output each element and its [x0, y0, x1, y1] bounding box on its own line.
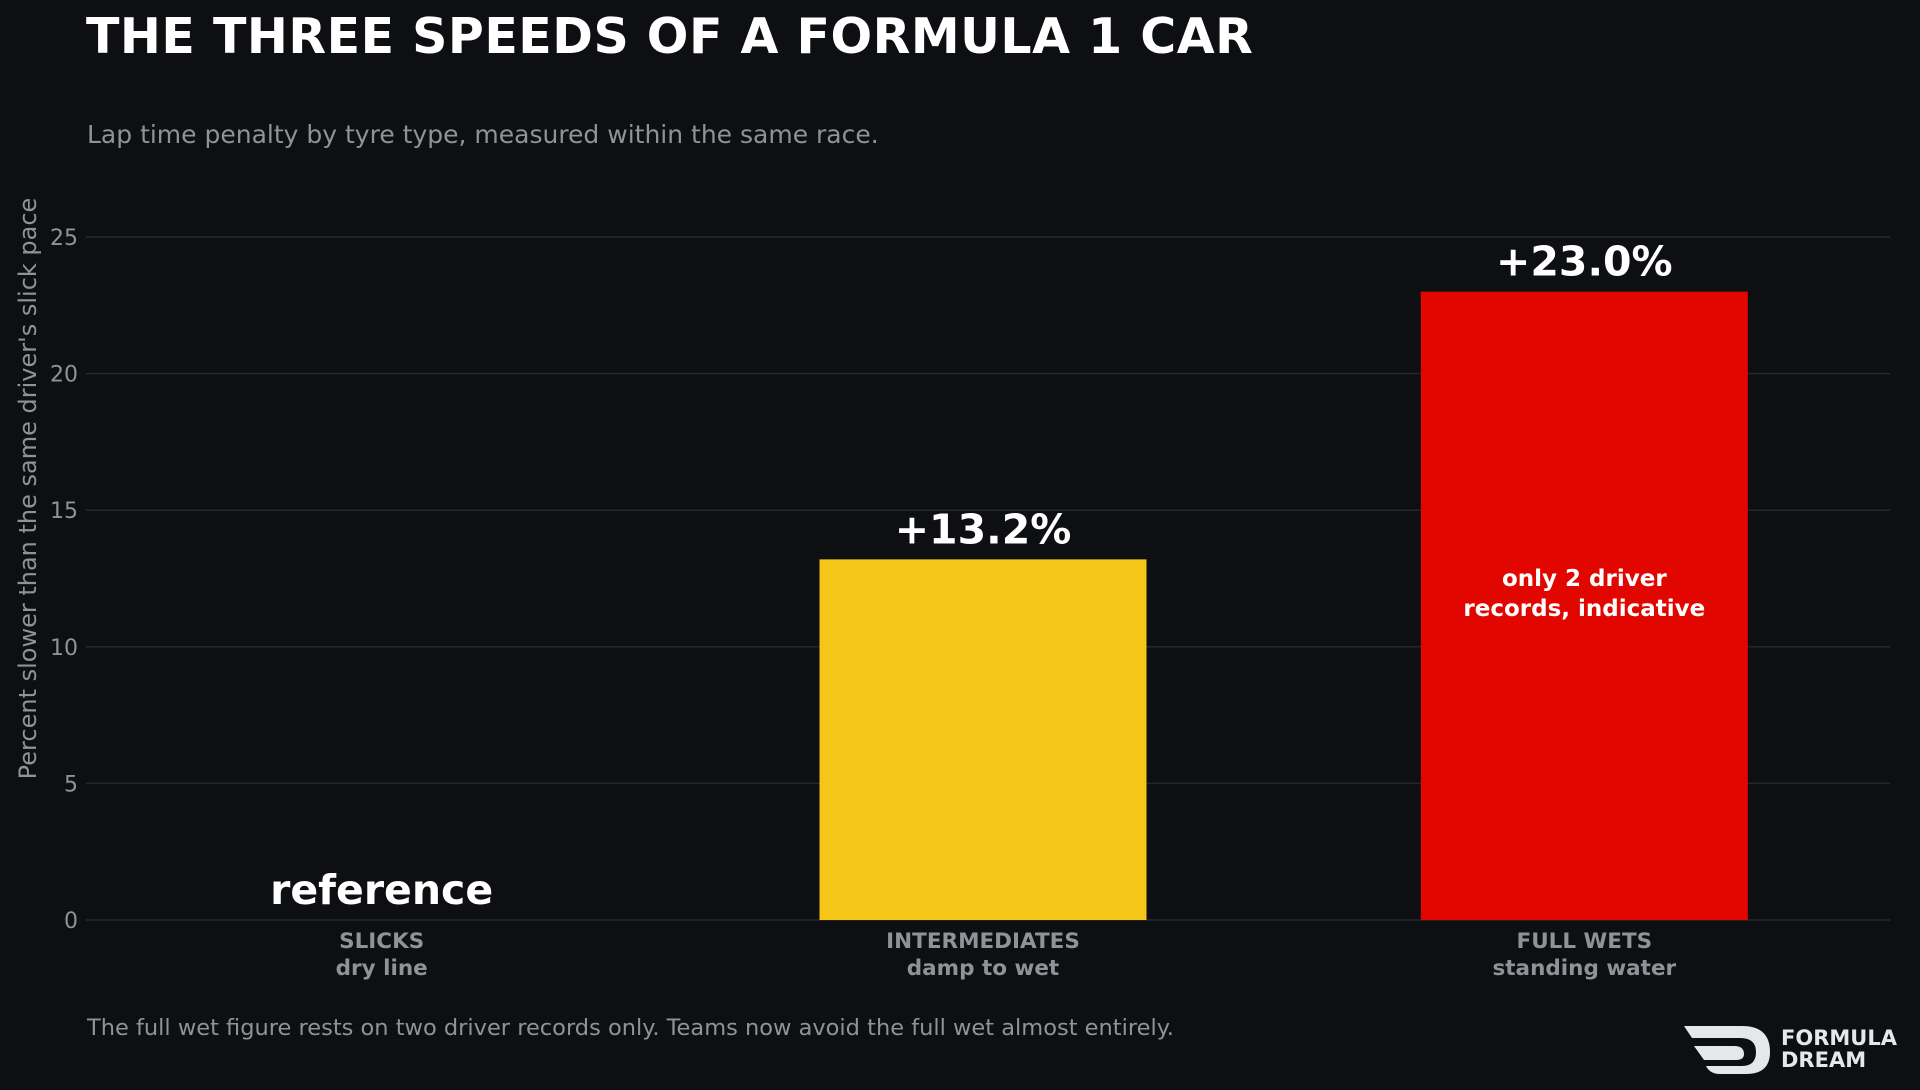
logo-line-2: DREAM — [1781, 1048, 1867, 1072]
x-tick-label: SLICKS — [339, 929, 424, 954]
y-axis-label: Percent slower than the same driver's sl… — [14, 198, 42, 780]
bar-full-wets — [1420, 291, 1748, 920]
value-label: +13.2% — [895, 505, 1072, 553]
value-label: +23.0% — [1496, 238, 1673, 286]
x-tick-sublabel: standing water — [1492, 956, 1676, 981]
x-tick-sublabel: damp to wet — [907, 956, 1059, 981]
x-tick-label: INTERMEDIATES — [886, 929, 1080, 954]
y-tick-label: 0 — [64, 909, 78, 934]
x-tick-label: FULL WETS — [1517, 929, 1653, 954]
y-tick-label: 10 — [50, 636, 78, 661]
bar-intermediates — [819, 559, 1147, 920]
bar-chart: 0 5 10 15 20 25 Percent slower than the same d… — [14, 198, 1890, 981]
value-label: reference — [270, 866, 493, 914]
y-tick-label: 15 — [50, 499, 78, 524]
footnote: The full wet figure rests on two driver … — [87, 1015, 1174, 1041]
logo-text: FORMULA DREAM — [1781, 1027, 1897, 1071]
x-tick-sublabel: dry line — [336, 956, 428, 981]
chart-subtitle: Lap time penalty by tyre type, measured … — [87, 120, 879, 149]
bar-annotation-line-1: only 2 driver — [1502, 566, 1667, 592]
y-tick-label: 25 — [50, 226, 78, 251]
y-tick-label: 5 — [64, 772, 78, 797]
chart-title: THE THREE SPEEDS OF A FORMULA 1 CAR — [86, 8, 1254, 65]
y-tick-label: 20 — [50, 363, 78, 388]
bar-annotation-line-2: records, indicative — [1463, 596, 1705, 622]
formula-dream-logo-icon — [1684, 1026, 1770, 1074]
logo-line-1: FORMULA — [1781, 1026, 1897, 1050]
